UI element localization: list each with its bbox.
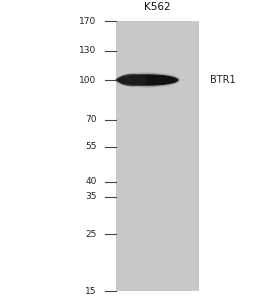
Text: 25: 25 [85, 230, 97, 239]
Ellipse shape [118, 74, 147, 86]
Text: 40: 40 [85, 177, 97, 186]
Ellipse shape [116, 74, 179, 86]
Text: 70: 70 [85, 115, 97, 124]
Text: 100: 100 [79, 76, 97, 85]
Bar [116, 21, 199, 291]
Ellipse shape [115, 73, 180, 87]
Text: 130: 130 [79, 46, 97, 55]
Text: 170: 170 [79, 16, 97, 26]
Text: 15: 15 [85, 286, 97, 296]
Text: K562: K562 [144, 2, 171, 12]
Text: BTR1: BTR1 [210, 75, 235, 85]
Text: 35: 35 [85, 192, 97, 201]
Text: 55: 55 [85, 142, 97, 151]
